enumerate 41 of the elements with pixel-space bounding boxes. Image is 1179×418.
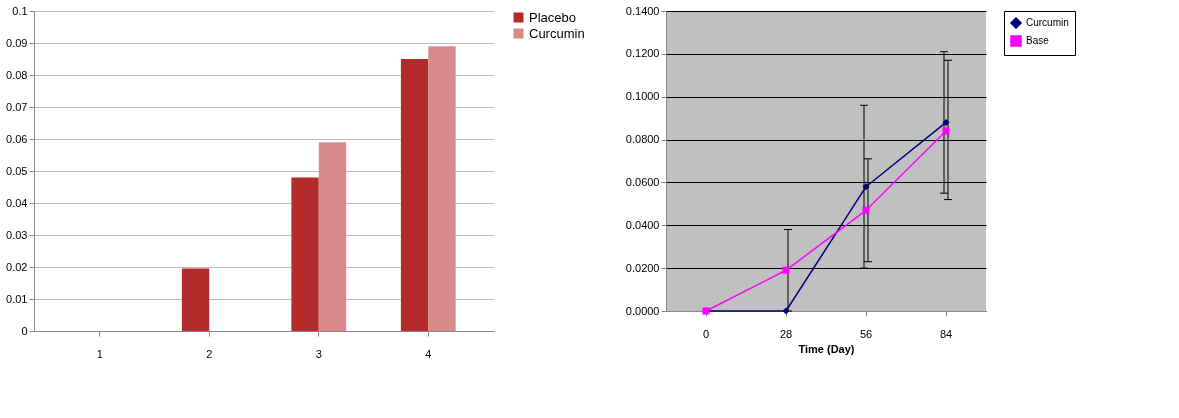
- y-tick-label: 0.1400: [625, 4, 660, 17]
- y-tick-label: 0.05: [6, 164, 28, 177]
- bar: [181, 268, 210, 331]
- point: [942, 118, 950, 126]
- x-tick-label: 56: [859, 327, 873, 340]
- legend-label: Placebo: [529, 9, 576, 25]
- x-tick-label: 84: [939, 327, 953, 340]
- legend-label: Base: [1026, 35, 1050, 46]
- y-tick-label: 0.08: [6, 68, 28, 81]
- point: [862, 206, 870, 214]
- legend-label: Curcumin: [1026, 17, 1069, 28]
- x-tick-label: 28: [779, 327, 793, 340]
- x-tick-label: 2: [206, 347, 213, 360]
- bar: [291, 177, 319, 331]
- point: [942, 127, 950, 135]
- y-tick-label: 0.1200: [625, 47, 660, 60]
- bar: [428, 46, 456, 331]
- point: [862, 183, 870, 191]
- y-tick-label: 0.0000: [625, 304, 660, 317]
- bar: [400, 59, 429, 331]
- x-tick-label: 4: [425, 347, 432, 360]
- x-tick-label: 0: [702, 327, 710, 340]
- bar: [318, 142, 347, 331]
- x-tick-label: 1: [96, 347, 103, 360]
- y-tick-label: 0.1000: [625, 90, 660, 103]
- y-tick-label: 0.02: [6, 260, 28, 273]
- y-tick-label: 0.0800: [625, 133, 660, 146]
- y-tick-label: 0.0600: [625, 175, 660, 188]
- legend-label: Curcumin: [529, 25, 585, 41]
- y-tick-label: 0.0400: [625, 218, 660, 231]
- y-tick-label: 0.03: [6, 228, 28, 241]
- y-tick-label: 0.06: [6, 132, 28, 145]
- y-tick-label: 0.0200: [625, 261, 660, 274]
- x-tick-label: 3: [315, 347, 322, 360]
- y-tick-label: 0.01: [6, 292, 28, 305]
- x-axis-title: Time (Day): [798, 342, 855, 355]
- y-tick-label: 0.04: [6, 196, 28, 209]
- point: [782, 266, 790, 274]
- y-tick-label: 0.07: [6, 100, 28, 113]
- y-tick-label: 0.1: [12, 4, 28, 17]
- y-tick-label: 0.09: [6, 36, 28, 49]
